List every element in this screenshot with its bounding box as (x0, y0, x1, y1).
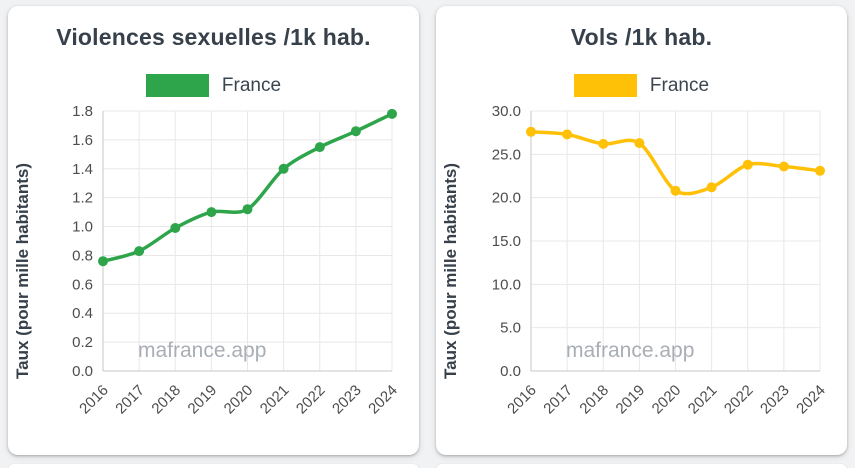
legend-swatch (573, 74, 637, 97)
svg-text:0.2: 0.2 (72, 334, 93, 351)
plot-area: 30.0 25.0 20.0 15.0 10.0 5.0 0.0 2016 2017 2018 20… (436, 105, 847, 437)
plot-area: 1.8 1.6 1.4 1.2 1.0 0.8 0.6 0.4 0.2 0.0 2016 2017 20… (8, 105, 419, 437)
legend: France (8, 74, 419, 97)
legend-label: France (649, 74, 710, 96)
chart-title: Vols /1k hab. (570, 24, 713, 50)
svg-text:5.0: 5.0 (500, 320, 521, 337)
svg-text:1.2: 1.2 (72, 190, 93, 207)
svg-text:Taux (pour mille habitants): Taux (pour mille habitants) (13, 163, 32, 379)
svg-text:15.0: 15.0 (492, 233, 521, 250)
svg-text:Taux (pour mille habitants): Taux (pour mille habitants) (441, 163, 460, 379)
chart-card-violences-sexuelles: Violences sexuelles /1k hab. France 1.8 1… (8, 6, 419, 455)
svg-text:mafrance.app: mafrance.app (566, 339, 694, 362)
chart-card-vols: Vols /1k hab. France 30.0 25.0 20.0 15.0 10.… (436, 6, 847, 455)
svg-text:2016: 2016 (76, 382, 112, 418)
svg-text:2018: 2018 (148, 382, 184, 418)
legend-swatch (145, 74, 209, 97)
svg-text:2017: 2017 (112, 382, 148, 418)
svg-text:1.0: 1.0 (72, 219, 93, 236)
next-row-card-partial (8, 464, 419, 468)
svg-text:2024: 2024 (793, 382, 829, 418)
svg-text:10.0: 10.0 (492, 276, 521, 293)
svg-text:1.4: 1.4 (72, 161, 93, 178)
svg-text:0.6: 0.6 (72, 276, 93, 293)
next-row-card-partial (436, 464, 847, 468)
svg-text:0.8: 0.8 (72, 247, 93, 264)
svg-text:0.0: 0.0 (500, 363, 521, 380)
svg-text:2020: 2020 (649, 382, 685, 418)
svg-text:mafrance.app: mafrance.app (138, 339, 266, 362)
svg-text:20.0: 20.0 (492, 190, 521, 207)
svg-text:2023: 2023 (757, 382, 793, 418)
svg-text:2024: 2024 (365, 382, 401, 418)
svg-text:2016: 2016 (504, 382, 540, 418)
legend-label: France (221, 74, 282, 96)
svg-text:2022: 2022 (721, 382, 757, 418)
svg-text:0.0: 0.0 (72, 363, 93, 380)
svg-text:2019: 2019 (185, 382, 221, 418)
svg-text:1.8: 1.8 (72, 105, 93, 120)
svg-text:2022: 2022 (293, 382, 329, 418)
svg-text:2021: 2021 (685, 382, 721, 418)
svg-text:2017: 2017 (540, 382, 576, 418)
svg-text:2020: 2020 (221, 382, 257, 418)
svg-text:1.6: 1.6 (72, 132, 93, 149)
svg-text:30.0: 30.0 (492, 105, 521, 120)
svg-text:2021: 2021 (257, 382, 293, 418)
chart-title: Violences sexuelles /1k hab. (56, 24, 371, 50)
svg-text:25.0: 25.0 (492, 146, 521, 163)
svg-text:2018: 2018 (576, 382, 612, 418)
svg-text:2023: 2023 (329, 382, 365, 418)
svg-text:0.4: 0.4 (72, 305, 93, 322)
svg-text:2019: 2019 (613, 382, 649, 418)
legend: France (436, 74, 847, 97)
